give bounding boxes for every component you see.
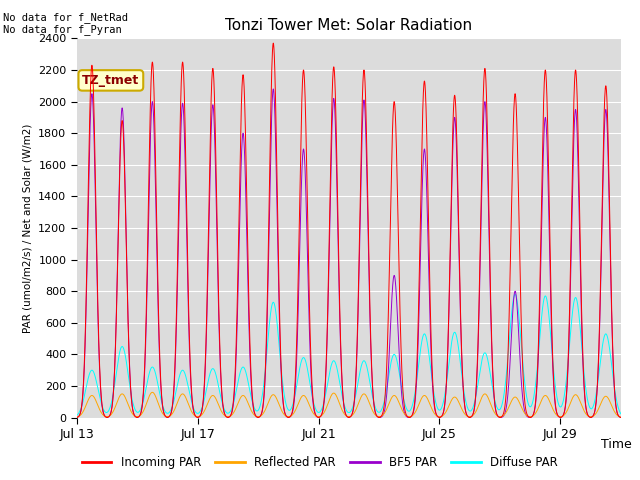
- X-axis label: Time: Time: [601, 438, 632, 452]
- Text: No data for f_NetRad
No data for f_Pyran: No data for f_NetRad No data for f_Pyran: [3, 12, 128, 36]
- Legend: Incoming PAR, Reflected PAR, BF5 PAR, Diffuse PAR: Incoming PAR, Reflected PAR, BF5 PAR, Di…: [77, 452, 563, 474]
- Text: TZ_tmet: TZ_tmet: [82, 74, 140, 87]
- Y-axis label: PAR (umol/m2/s) / Net and Solar (W/m2): PAR (umol/m2/s) / Net and Solar (W/m2): [22, 123, 33, 333]
- Title: Tonzi Tower Met: Solar Radiation: Tonzi Tower Met: Solar Radiation: [225, 18, 472, 33]
